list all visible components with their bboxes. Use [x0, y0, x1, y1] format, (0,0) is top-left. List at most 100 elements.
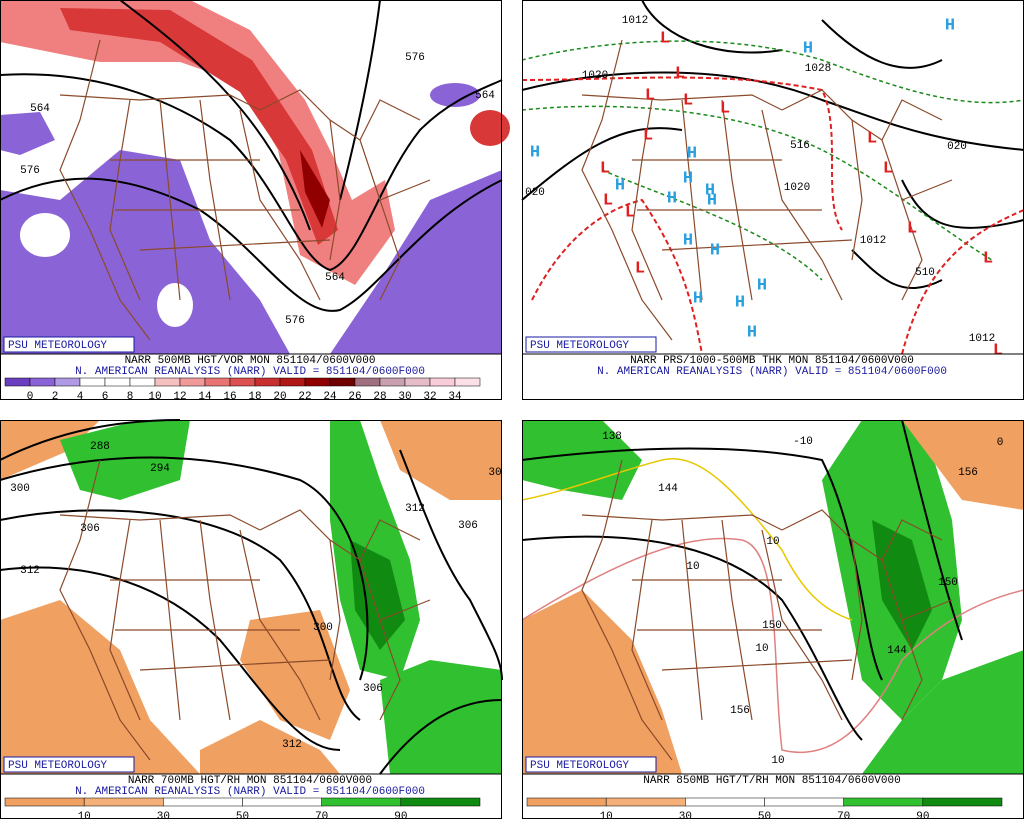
- pressure-center: H: [707, 191, 717, 210]
- pressure-center: L: [660, 29, 670, 48]
- colorbar-tick-label: 34: [448, 391, 462, 403]
- map-field: [380, 420, 502, 500]
- map-field: [60, 420, 190, 500]
- contour-label: 1012: [969, 333, 995, 345]
- colorbar-tick-label: 10: [148, 391, 161, 403]
- pressure-center: H: [705, 181, 715, 200]
- colorbar-box: [163, 797, 243, 807]
- colorbar-box: [922, 797, 1003, 807]
- colorbar-box: [83, 797, 164, 807]
- colorbar-tick-label: 24: [323, 391, 337, 403]
- contour-label: 138: [602, 431, 622, 443]
- pressure-center: H: [747, 323, 757, 342]
- contour-label: 288: [90, 441, 110, 453]
- map-field: [0, 112, 55, 155]
- colorbar-box: [329, 377, 356, 387]
- contour-label: 294: [150, 463, 170, 475]
- contour-label: 1020: [784, 182, 810, 194]
- pressure-center: H: [945, 16, 955, 35]
- contour-label: 020: [525, 187, 545, 199]
- contour-label: 156: [958, 467, 978, 479]
- map-field: [902, 420, 1024, 510]
- contour-label: 10: [771, 755, 784, 767]
- colorbar-tick-label: 50: [758, 811, 771, 819]
- pressure-center: L: [603, 191, 613, 210]
- colorbar-box: [379, 377, 406, 387]
- map-field: [521, 419, 963, 741]
- contour-label: 1028: [805, 63, 831, 75]
- pressure-center: L: [993, 341, 1003, 360]
- map-background: [522, 0, 1024, 354]
- colorbar-tick-label: 10: [78, 811, 91, 819]
- contour-label: 150: [762, 620, 782, 632]
- colorbar-tick-label: 90: [916, 811, 929, 819]
- colorbar-box: [54, 377, 81, 387]
- map-field: [430, 83, 480, 107]
- map-field: [470, 110, 510, 146]
- colorbar-box: [229, 377, 256, 387]
- panel: 564 576 564 576 576 564 PSU METEOROLOGY NARR 50…: [0, 0, 510, 403]
- pressure-center: L: [625, 203, 635, 222]
- colorbar-tick-label: 10: [600, 811, 613, 819]
- colorbar-tick-label: 20: [273, 391, 286, 403]
- contour-label: 020: [947, 141, 967, 153]
- map-field: [522, 420, 642, 500]
- colorbar-box: [179, 377, 206, 387]
- pressure-center: H: [615, 176, 625, 195]
- map-field: [350, 540, 405, 650]
- contour-label: 10: [755, 643, 768, 655]
- colorbar-box: [254, 377, 281, 387]
- brand-box: [3, 756, 135, 773]
- pressure-center: L: [720, 99, 730, 118]
- contour-label: 144: [658, 483, 678, 495]
- brand: PSU METEOROLOGY: [8, 340, 107, 352]
- contour-label: 306: [458, 520, 478, 532]
- pressure-center: L: [635, 259, 645, 278]
- colorbar-tick-label: 28: [373, 391, 386, 403]
- map-field: [0, 600, 200, 774]
- colorbar-tick-label: 16: [223, 391, 236, 403]
- pressure-center: H: [687, 144, 697, 163]
- colorbar-box: [685, 797, 765, 807]
- panel-title: NARR PRS/1000-500MB THK MON 851104/0600V…: [630, 355, 914, 367]
- colorbar-box: [4, 797, 85, 807]
- contour-label: 156: [730, 705, 750, 717]
- contour-label: 150: [938, 577, 958, 589]
- map-field: [0, 73, 503, 272]
- brand: PSU METEOROLOGY: [530, 760, 629, 772]
- panel-subtitle: N. AMERICAN REANALYSIS (NARR) VALID = 85…: [75, 786, 425, 798]
- contour-label: 1020: [582, 70, 608, 82]
- contour-label: 300: [313, 622, 333, 634]
- colorbar-box: [354, 377, 381, 387]
- contour-label: 510: [915, 267, 935, 279]
- colorbar-tick-label: 8: [127, 391, 134, 403]
- pressure-center: H: [735, 293, 745, 312]
- pressure-center: L: [675, 64, 685, 83]
- pressure-center: L: [907, 219, 917, 238]
- colorbar-tick-label: 18: [248, 391, 261, 403]
- colorbar-box: [242, 797, 322, 807]
- contour-label: 144: [887, 645, 907, 657]
- colorbar-box: [605, 797, 686, 807]
- colorbar-box: [321, 797, 402, 807]
- colorbar-tick-label: 4: [77, 391, 84, 403]
- colorbar-tick-label: 14: [198, 391, 212, 403]
- contour-label: 306: [363, 683, 383, 695]
- brand: PSU METEOROLOGY: [530, 340, 629, 352]
- colorbar-box: [304, 377, 331, 387]
- map-field: [0, 177, 503, 312]
- colorbar-tick-label: 70: [315, 811, 328, 819]
- pressure-center: L: [883, 159, 893, 178]
- colorbar-box: [154, 377, 181, 387]
- map-field: [0, 150, 290, 354]
- map-field: [521, 19, 1024, 201]
- pressure-center: H: [530, 143, 540, 162]
- pressure-center: H: [803, 39, 813, 58]
- pressure-center: L: [683, 91, 693, 110]
- colorbar-tick-label: 32: [423, 391, 436, 403]
- state-borders: [581, 39, 953, 341]
- map-field: [60, 8, 338, 245]
- contour-label: 1012: [622, 15, 648, 27]
- contour-label: 564: [325, 272, 345, 284]
